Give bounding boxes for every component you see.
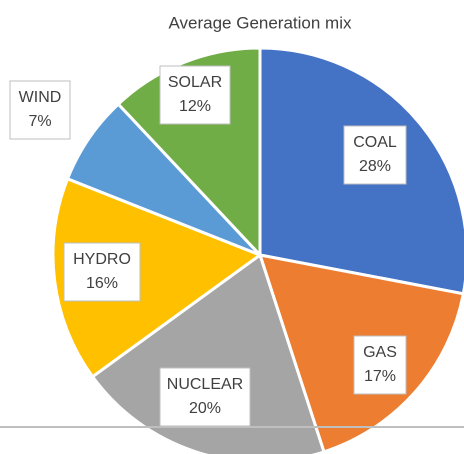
pie-slice [90, 252, 326, 454]
label-box [343, 125, 407, 185]
value-label: 17% [364, 368, 396, 385]
value-label: 20% [189, 400, 221, 417]
category-label: HYDRO [73, 251, 131, 268]
label-box [63, 242, 141, 302]
category-label: WIND [19, 89, 62, 106]
data-labels: COAL 28% GAS 17% NUCLEAR 20% HYDRO 16% WIND 7% SOL… [9, 65, 407, 427]
label-box [353, 335, 407, 395]
value-label: 12% [179, 98, 211, 115]
category-label: GAS [363, 344, 397, 361]
category-label: COAL [353, 134, 397, 151]
label-box [9, 80, 71, 140]
value-label: 7% [28, 113, 51, 130]
pie-slice [51, 176, 264, 379]
label-box [159, 65, 231, 125]
value-label: 28% [359, 158, 391, 175]
label-box [159, 367, 251, 427]
chart-title: Average Generation mix [168, 13, 352, 32]
value-label: 16% [86, 275, 118, 292]
category-label: SOLAR [168, 74, 222, 91]
category-label: NUCLEAR [167, 376, 243, 393]
